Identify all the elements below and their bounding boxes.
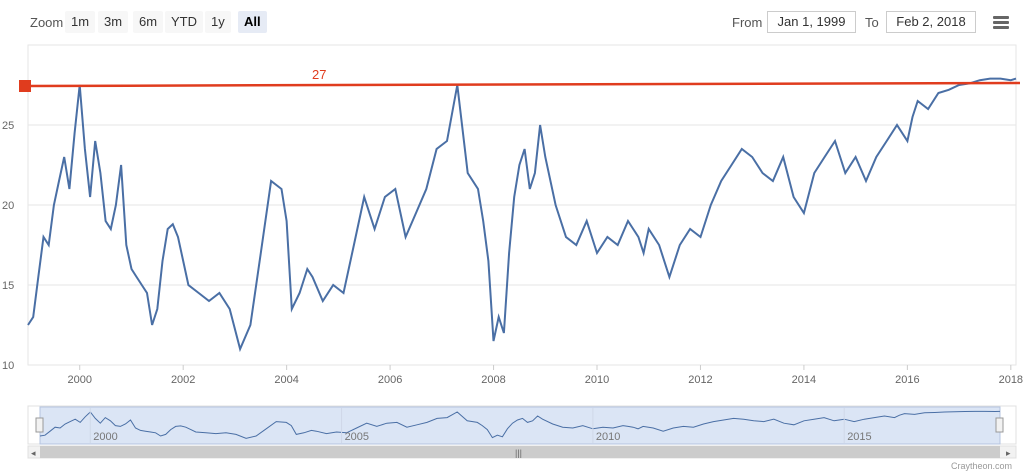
to-date-input[interactable]: Feb 2, 2018 [886, 11, 976, 33]
x-tick-label: 2008 [481, 374, 505, 386]
zoom-all-button[interactable]: All [238, 11, 267, 33]
threshold-line[interactable] [25, 81, 1021, 88]
y-tick-label: 10 [2, 360, 14, 372]
x-tick-label: 2014 [792, 374, 816, 386]
threshold-label: 27 [312, 67, 326, 82]
x-tick-label: 2006 [378, 374, 402, 386]
x-tick-label: 2012 [688, 374, 712, 386]
scrollbar-thumb[interactable] [40, 446, 1000, 458]
navigator-tick-label: 2015 [847, 431, 871, 443]
series-line [27, 77, 1017, 353]
zoom-3m-button[interactable]: 3m [98, 11, 129, 33]
scrollbar-right-arrow-icon[interactable]: ▸ [1006, 448, 1011, 458]
to-label: To [865, 15, 879, 30]
x-tick-label: 2018 [999, 374, 1023, 386]
navigator-tick-label: 2005 [345, 431, 369, 443]
threshold-handle[interactable] [19, 80, 31, 92]
navigator-left-handle[interactable] [35, 417, 44, 433]
scrollbar-grip-icon[interactable]: ||| [515, 448, 522, 458]
navigator-right-handle[interactable] [995, 417, 1004, 433]
zoom-1y-button[interactable]: 1y [205, 11, 231, 33]
navigator-series-line [39, 410, 1001, 439]
zoom-ytd-button[interactable]: YTD [165, 11, 203, 33]
x-tick-label: 2010 [585, 374, 609, 386]
y-tick-label: 25 [2, 120, 14, 132]
navigator-ticks: 2000 2005 2010 2015 [89, 408, 872, 443]
x-tick-label: 2004 [274, 374, 298, 386]
x-tick-label: 2016 [895, 374, 919, 386]
zoom-6m-button[interactable]: 6m [133, 11, 164, 33]
x-tick-label: 2002 [171, 374, 195, 386]
from-label: From [732, 15, 763, 30]
scrollbar-left-arrow-icon[interactable]: ◂ [31, 448, 36, 458]
grid-lines [27, 44, 1017, 366]
y-tick-label: 20 [2, 200, 14, 212]
x-tick-label: 2000 [67, 374, 91, 386]
y-tick-label: 15 [2, 280, 14, 292]
navigator-selection[interactable] [39, 406, 1001, 445]
y-axis-ticks: 10 15 20 25 [2, 120, 14, 372]
navigator-tick-label: 2000 [93, 431, 117, 443]
zoom-1m-button[interactable]: 1m [65, 11, 96, 33]
x-axis-ticks: 2000 2002 2004 2006 2008 2010 2012 2014 2016 2018 [67, 365, 1023, 386]
range-selector-toolbar: Zoom 1m 3m 6m YTD 1y All From Jan 1, 199… [0, 0, 1024, 44]
hamburger-menu-icon[interactable] [993, 16, 1009, 30]
zoom-label: Zoom [30, 15, 64, 30]
navigator-tick-label: 2010 [596, 431, 620, 443]
from-date-input[interactable]: Jan 1, 1999 [767, 11, 856, 33]
credits-text: Craytheon.com [951, 461, 1012, 471]
